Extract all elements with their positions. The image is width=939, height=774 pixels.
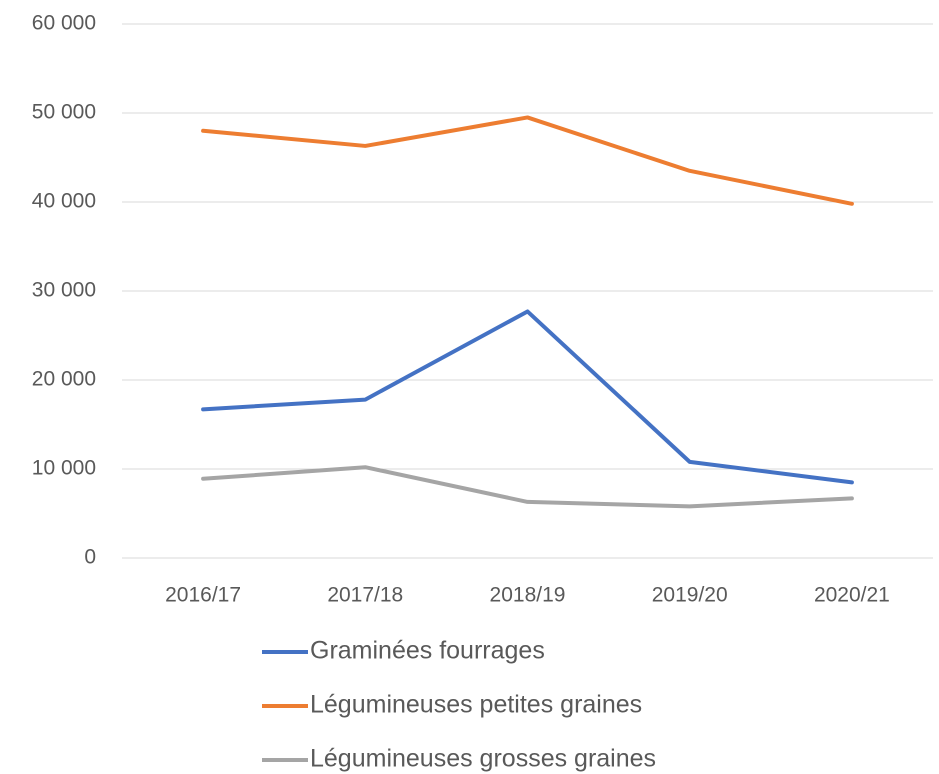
- legend-label: Graminées fourrages: [310, 637, 545, 665]
- x-tick-label: 2017/18: [327, 584, 403, 607]
- x-tick-label: 2019/20: [652, 584, 728, 607]
- y-tick-label: 60 000: [32, 12, 96, 35]
- series-line: [201, 115, 854, 206]
- legend-label: Légumineuses grosses graines: [310, 745, 656, 773]
- x-tick-label: 2020/21: [814, 584, 890, 607]
- y-tick-label: 40 000: [32, 190, 96, 213]
- x-tick-label: 2016/17: [165, 584, 241, 607]
- y-tick-label: 10 000: [32, 457, 96, 480]
- legend-label: Légumineuses petites graines: [310, 691, 642, 719]
- series-line: [201, 465, 854, 509]
- y-tick-label: 20 000: [32, 368, 96, 391]
- y-tick-label: 30 000: [32, 279, 96, 302]
- y-tick-label: 50 000: [32, 101, 96, 124]
- y-tick-label: 0: [84, 546, 96, 569]
- series-line: [201, 309, 854, 485]
- x-tick-label: 2018/19: [490, 584, 566, 607]
